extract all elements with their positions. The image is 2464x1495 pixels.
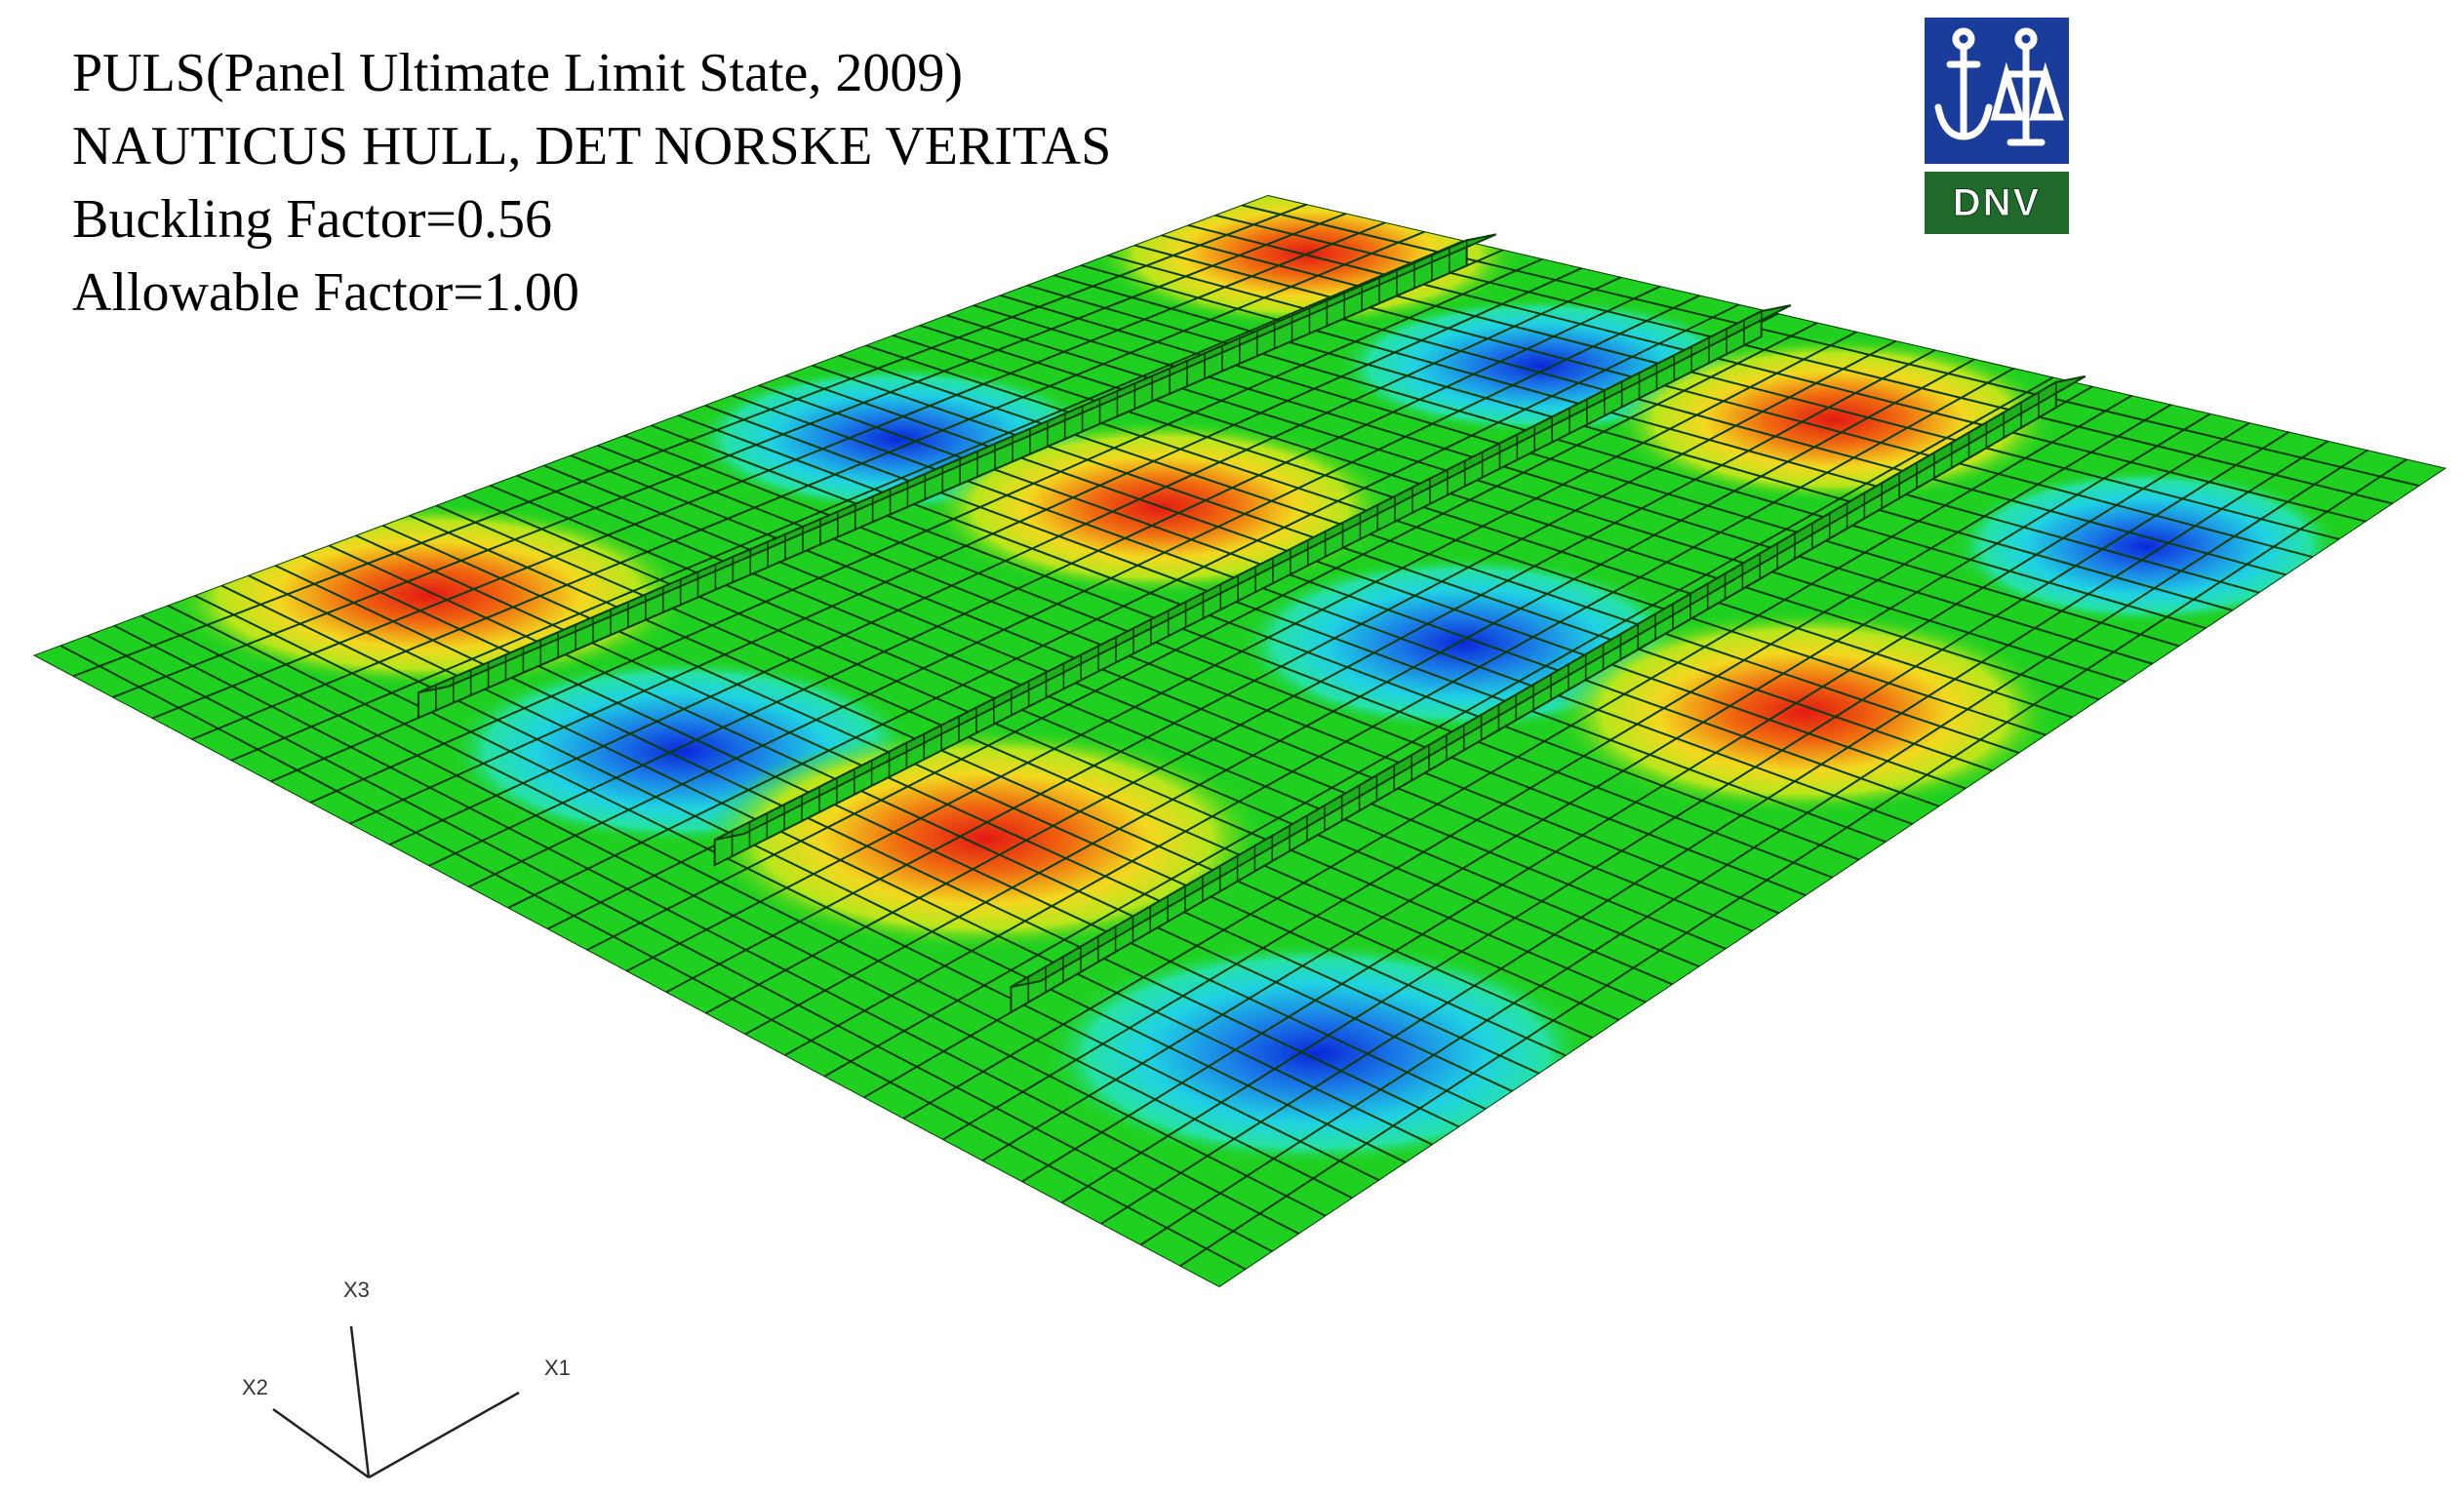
mesh-line	[744, 358, 1976, 1036]
mesh-line	[704, 348, 1937, 1015]
mesh-line	[586, 321, 1819, 952]
buckling-factor: Buckling Factor=0.56	[72, 189, 552, 250]
peak-blob	[166, 502, 693, 688]
mesh-line	[151, 221, 1387, 720]
mesh-line	[72, 203, 1308, 678]
mesh-line	[1178, 457, 2408, 1268]
mesh-line	[309, 257, 1544, 805]
software-title: PULS(Panel Ultimate Limit State, 2009)	[72, 43, 964, 103]
mesh-line	[111, 212, 1347, 699]
allowable-factor: Allowable Factor=1.00	[72, 262, 579, 323]
mesh-line	[783, 367, 2015, 1057]
axis-x1-line	[368, 1391, 520, 1479]
mesh-line	[1020, 421, 2251, 1183]
logo-band: DNV	[1925, 172, 2069, 234]
logo-text: DNV	[1952, 180, 2042, 224]
mesh-line	[1099, 440, 2329, 1226]
mesh-line	[190, 230, 1426, 741]
analysis-info: PULS(Panel Ultimate Limit State, 2009) N…	[72, 37, 1111, 330]
axis-x2-line	[272, 1407, 370, 1479]
mesh-line	[1139, 449, 2369, 1246]
organization-line: NAUTICUS HULL, DET NORSKE VERITAS	[72, 116, 1112, 177]
stiffeners	[417, 233, 2086, 1014]
mesh-line	[902, 394, 2133, 1121]
mesh-line	[467, 294, 1701, 888]
logo-emblem	[1925, 18, 2069, 164]
stiffener	[713, 304, 1792, 867]
mesh-line	[230, 239, 1465, 762]
peak-blob	[1551, 610, 2058, 814]
mesh-line	[941, 403, 2172, 1141]
stiffener	[1010, 374, 2086, 1014]
axis-x1-label: X1	[544, 1356, 571, 1380]
mesh-line	[1218, 467, 2446, 1287]
mesh-line	[625, 331, 1858, 972]
trough-blob	[1951, 468, 2341, 624]
mesh-line	[1060, 430, 2290, 1204]
mesh-line	[506, 303, 1740, 910]
mesh-line	[427, 285, 1662, 867]
axis-x2-label: X2	[242, 1375, 268, 1399]
stiffener	[417, 233, 1497, 720]
axis-x3-line	[349, 1325, 371, 1478]
stiffener-flange	[417, 233, 1497, 694]
axis-x3-label: X3	[343, 1278, 370, 1302]
dnv-logo: DNV	[1925, 18, 2069, 234]
anchor-scales-icon	[1934, 27, 2064, 146]
peak-blob	[702, 727, 1268, 951]
mesh-line	[823, 375, 2054, 1078]
mesh-line	[665, 339, 1897, 994]
axis-triad: X3 X1 X2	[242, 1278, 571, 1479]
mesh-line	[348, 266, 1583, 825]
mesh-line	[388, 276, 1622, 846]
mesh-line	[981, 413, 2211, 1162]
